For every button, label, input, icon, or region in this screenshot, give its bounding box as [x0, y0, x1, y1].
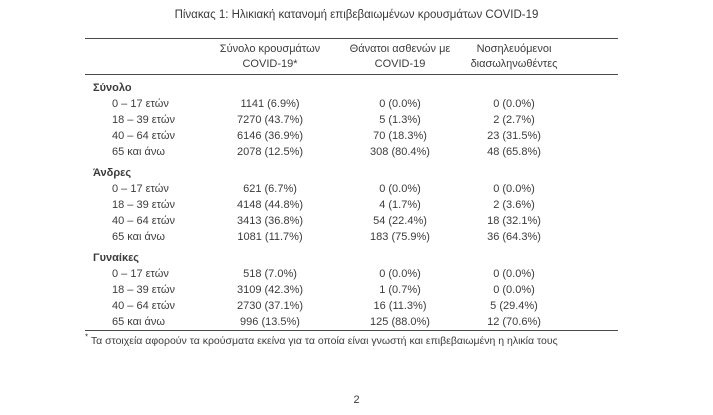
header-intubated: Νοσηλευόμενοι διασωληνωθέντες: [465, 39, 618, 75]
deaths-cell: 5 (1.3%): [379, 114, 421, 126]
header-deaths: Θάνατοι ασθενών με COVID-19: [335, 39, 465, 75]
intubated-cell: 23 (31.5%): [487, 130, 541, 142]
cases-cell: 6146 (36.9%): [236, 130, 304, 142]
table-row: 18 – 39 ετών 3109 (42.3%) 1 (0.7%) 0 (0.0%): [85, 282, 618, 298]
deaths-cell: 183 (75.9%): [370, 231, 430, 243]
intubated-cell: 36 (64.3%): [487, 231, 541, 243]
covid-age-distribution-table: Σύνολο κρουσμάτων COVID-19* Θάνατοι ασθε…: [85, 38, 618, 331]
age-label: 40 – 64 ετών: [112, 215, 175, 227]
cases-cell: 1081 (11.7%): [237, 231, 303, 243]
intubated-cell: 5 (29.4%): [490, 300, 538, 312]
age-label: 18 – 39 ετών: [112, 199, 175, 211]
intubated-cell: 0 (0.0%): [493, 183, 535, 195]
cases-cell: 3109 (42.3%): [236, 284, 304, 296]
table-row: 40 – 64 ετών 6146 (36.9%) 70 (18.3%) 23 (31…: [85, 128, 618, 144]
section-header-row: Άνδρες: [85, 160, 618, 181]
footnote: * Τα στοιχεία αφορούν τα κρούσματα εκείν…: [85, 332, 618, 348]
age-label: 40 – 64 ετών: [112, 130, 175, 142]
intubated-cell: 0 (0.0%): [493, 268, 535, 280]
cases-cell: 996 (13.5%): [240, 316, 300, 328]
intubated-cell: 48 (65.8%): [487, 146, 541, 158]
page-number: 2: [353, 394, 360, 406]
section-label: Γυναίκες: [93, 252, 140, 264]
age-label: 0 – 17 ετών: [112, 98, 169, 110]
age-label: 18 – 39 ετών: [112, 284, 175, 296]
age-label: 0 – 17 ετών: [112, 268, 169, 280]
section-label: Άνδρες: [93, 167, 132, 179]
intubated-cell: 2 (2.7%): [493, 114, 535, 126]
deaths-cell: 4 (1.7%): [379, 199, 421, 211]
table-row: 18 – 39 ετών 4148 (44.8%) 4 (1.7%) 2 (3.6%): [85, 197, 618, 213]
deaths-cell: 0 (0.0%): [379, 98, 421, 110]
cases-cell: 1141 (6.9%): [240, 98, 300, 110]
section-label: Σύνολο: [93, 82, 132, 94]
cases-cell: 3413 (36.8%): [236, 215, 304, 227]
table-title: Πίνακας 1: Ηλικιακή κατανομή επιβεβαιωμέ…: [174, 9, 539, 21]
intubated-cell: 18 (32.1%): [487, 215, 541, 227]
age-label: 40 – 64 ετών: [112, 300, 175, 312]
header-intubated-line1: Νοσηλευόμενοι: [476, 43, 552, 55]
age-label: 65 και άνω: [112, 231, 165, 243]
table-row: 0 – 17 ετών 621 (6.7%) 0 (0.0%) 0 (0.0%): [85, 181, 618, 197]
intubated-cell: 12 (70.6%): [487, 316, 541, 328]
header-total-cases-line1: Σύνολο κρουσμάτων: [219, 43, 321, 55]
intubated-cell: 0 (0.0%): [493, 98, 535, 110]
header-total-cases: Σύνολο κρουσμάτων COVID-19*: [205, 39, 335, 75]
header-empty: [85, 39, 205, 75]
table-row: 0 – 17 ετών 518 (7.0%) 0 (0.0%) 0 (0.0%): [85, 266, 618, 282]
table-row: 65 και άνω 2078 (12.5%) 308 (80.4%) 48 (65.…: [85, 144, 618, 160]
table-row: 40 – 64 ετών 3413 (36.8%) 54 (22.4%) 18 (32…: [85, 213, 618, 229]
table-header: Σύνολο κρουσμάτων COVID-19* Θάνατοι ασθε…: [85, 39, 618, 75]
cases-cell: 621 (6.7%): [243, 183, 297, 195]
intubated-cell: 2 (3.6%): [493, 199, 535, 211]
table-body: Σύνολο 0 – 17 ετών 1141 (6.9%) 0 (0.0%) 0 (0…: [85, 75, 618, 331]
cases-cell: 7270 (43.7%): [236, 114, 304, 126]
deaths-cell: 0 (0.0%): [379, 268, 421, 280]
age-label: 65 και άνω: [112, 146, 165, 158]
deaths-cell: 16 (11.3%): [373, 300, 427, 312]
cases-cell: 518 (7.0%): [243, 268, 297, 280]
table-row: 65 και άνω 996 (13.5%) 125 (88.0%) 12 (70.6…: [85, 314, 618, 331]
footnote-text: Τα στοιχεία αφορούν τα κρούσματα εκείνα …: [90, 335, 558, 347]
table-row: 0 – 17 ετών 1141 (6.9%) 0 (0.0%) 0 (0.0%): [85, 96, 618, 112]
header-total-cases-line2: COVID-19*: [242, 58, 298, 70]
intubated-cell: 0 (0.0%): [493, 284, 535, 296]
header-row: Σύνολο κρουσμάτων COVID-19* Θάνατοι ασθε…: [85, 39, 618, 75]
deaths-cell: 54 (22.4%): [373, 215, 427, 227]
table-row: 40 – 64 ετών 2730 (37.1%) 16 (11.3%) 5 (29.…: [85, 298, 618, 314]
deaths-cell: 1 (0.7%): [379, 284, 421, 296]
header-deaths-line1: Θάνατοι ασθενών με: [349, 43, 451, 55]
table-row: 65 και άνω 1081 (11.7%) 183 (75.9%) 36 (64.…: [85, 229, 618, 245]
age-label: 0 – 17 ετών: [112, 183, 169, 195]
section-header-row: Σύνολο: [85, 75, 618, 97]
cases-cell: 4148 (44.8%): [236, 199, 304, 211]
section-header-row: Γυναίκες: [85, 245, 618, 266]
footnote-asterisk: *: [85, 332, 89, 342]
deaths-cell: 308 (80.4%): [370, 146, 430, 158]
cases-cell: 2078 (12.5%): [236, 146, 304, 158]
deaths-cell: 125 (88.0%): [370, 316, 430, 328]
deaths-cell: 0 (0.0%): [379, 183, 421, 195]
table-row: 18 – 39 ετών 7270 (43.7%) 5 (1.3%) 2 (2.7%): [85, 112, 618, 128]
header-intubated-line2: διασωληνωθέντες: [470, 58, 558, 70]
cases-cell: 2730 (37.1%): [236, 300, 304, 312]
deaths-cell: 70 (18.3%): [373, 130, 427, 142]
age-label: 18 – 39 ετών: [112, 114, 175, 126]
header-deaths-line2: COVID-19: [374, 58, 426, 70]
age-label: 65 και άνω: [112, 316, 165, 328]
